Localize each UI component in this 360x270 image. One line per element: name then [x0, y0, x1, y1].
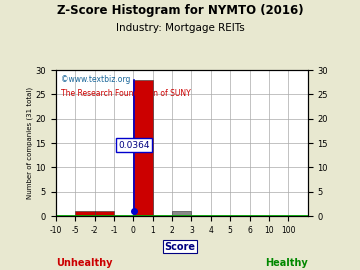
Text: 0.0364: 0.0364 — [118, 141, 150, 150]
Bar — [95, 211, 114, 216]
Text: Industry: Mortgage REITs: Industry: Mortgage REITs — [116, 23, 244, 33]
Text: Healthy: Healthy — [265, 258, 308, 268]
Text: Z-Score Histogram for NYMTO (2016): Z-Score Histogram for NYMTO (2016) — [57, 4, 303, 17]
Bar — [133, 80, 153, 216]
Bar — [75, 211, 95, 216]
Text: The Research Foundation of SUNY: The Research Foundation of SUNY — [61, 89, 190, 98]
Text: Unhealthy: Unhealthy — [56, 258, 112, 268]
Text: Score: Score — [165, 242, 195, 252]
Y-axis label: Number of companies (31 total): Number of companies (31 total) — [26, 87, 33, 199]
Bar — [172, 211, 192, 216]
Text: ©www.textbiz.org: ©www.textbiz.org — [61, 75, 130, 84]
